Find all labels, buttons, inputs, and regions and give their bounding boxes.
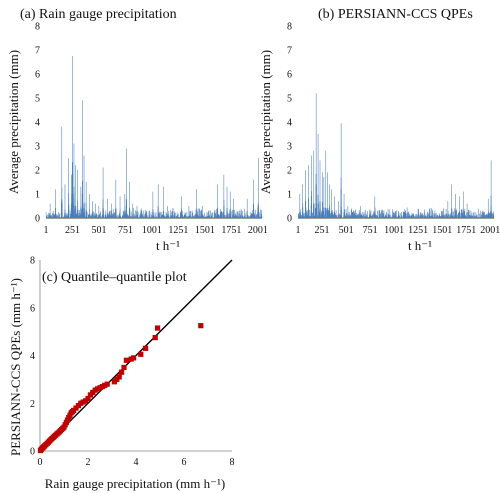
a-x-tick-label: 1251 bbox=[168, 225, 188, 236]
c-x-tick-label: 2 bbox=[86, 457, 91, 468]
c-x-tick-label: 0 bbox=[38, 457, 43, 468]
c-data-point bbox=[104, 381, 110, 387]
c-data-point bbox=[138, 351, 144, 357]
b-y-tick-label: 8 bbox=[287, 22, 292, 33]
a-x-tick-label: 1501 bbox=[195, 225, 215, 236]
c-data-point bbox=[119, 369, 125, 375]
c-data-point bbox=[116, 374, 122, 380]
panel-c-y-axis-label: PERSIANN-CCS QPEs (mm h⁻¹) bbox=[8, 278, 23, 456]
a-y-tick-label: 3 bbox=[35, 142, 40, 153]
b-x-tick-label: 251 bbox=[315, 225, 330, 236]
a-x-tick-label: 751 bbox=[118, 225, 133, 236]
a-y-tick-label: 6 bbox=[35, 70, 40, 81]
a-x-tick-label: 251 bbox=[65, 225, 80, 236]
panel-c-qq-plot: (c) Quantile–quantile plot PERSIANN-CCS … bbox=[8, 256, 235, 492]
b-x-tick-label: 1 bbox=[296, 225, 301, 236]
b-x-tick-label: 1251 bbox=[408, 225, 428, 236]
a-y-tick-label: 5 bbox=[35, 94, 40, 105]
b-y-tick-label: 1 bbox=[287, 190, 292, 201]
c-data-point bbox=[85, 395, 91, 402]
panel-c-y-ticks: 0 2 4 6 8 bbox=[30, 256, 35, 458]
panel-b-title: (b) PERSIANN-CCS QPEs bbox=[318, 7, 473, 22]
panel-c-axes bbox=[39, 260, 232, 452]
b-x-tick-label: 1751 bbox=[456, 225, 476, 236]
panel-b-y-ticks: 0 1 2 3 4 5 6 7 8 bbox=[287, 22, 292, 225]
b-y-tick-label: 6 bbox=[287, 70, 292, 81]
b-x-tick-label: 501 bbox=[339, 225, 354, 236]
panel-a-y-axis-label: Average precipitation (mm) bbox=[6, 50, 21, 194]
c-y-tick-label: 0 bbox=[30, 447, 35, 458]
c-data-point bbox=[143, 345, 149, 351]
c-y-tick-label: 8 bbox=[30, 256, 35, 267]
b-y-tick-label: 5 bbox=[287, 94, 292, 105]
c-data-point bbox=[152, 334, 158, 341]
panel-b-persiann-chart: (b) PERSIANN-CCS QPEs Average precipitat… bbox=[258, 7, 500, 253]
c-x-tick-label: 4 bbox=[134, 457, 139, 468]
c-x-tick-label: 6 bbox=[182, 457, 187, 468]
c-y-tick-label: 6 bbox=[30, 303, 35, 314]
b-x-tick-label: 1501 bbox=[432, 225, 452, 236]
c-data-point bbox=[131, 355, 137, 361]
c-data-point bbox=[198, 323, 204, 329]
panel-a-bars bbox=[45, 56, 263, 218]
panel-c-x-axis-label: Rain gauge precipitation (mm h⁻¹) bbox=[45, 476, 225, 491]
panel-b-x-ticks: 1 251 501 751 1001 1251 1501 1751 2001 bbox=[296, 225, 500, 236]
a-x-tick-label: 2001 bbox=[248, 225, 268, 236]
panel-a-y-ticks: 0 1 2 3 4 5 6 7 8 bbox=[35, 22, 40, 225]
c-x-tick-label: 8 bbox=[230, 457, 235, 468]
c-data-point bbox=[121, 364, 127, 371]
panel-a-x-ticks: 1 251 501 751 1001 1251 1501 1751 2001 bbox=[44, 225, 268, 236]
b-y-tick-label: 4 bbox=[287, 118, 292, 129]
a-y-tick-label: 8 bbox=[35, 22, 40, 33]
panel-a-rain-gauge-chart: (a) Rain gauge precipitation Average pre… bbox=[6, 7, 268, 253]
panel-c-x-ticks: 0 2 4 6 8 bbox=[38, 457, 235, 468]
panel-a-title: (a) Rain gauge precipitation bbox=[20, 7, 177, 22]
b-y-tick-label: 2 bbox=[287, 166, 292, 177]
b-y-tick-label: 0 bbox=[287, 214, 292, 225]
panel-c-points bbox=[37, 323, 204, 454]
c-data-point bbox=[155, 325, 161, 331]
panel-b-y-axis-label: Average precipitation (mm) bbox=[258, 50, 273, 194]
panel-b-x-axis-label: t h⁻¹ bbox=[408, 238, 432, 253]
a-x-tick-label: 1001 bbox=[142, 225, 162, 236]
b-x-tick-label: 2001 bbox=[480, 225, 500, 236]
c-y-tick-label: 2 bbox=[30, 399, 35, 410]
a-x-tick-label: 501 bbox=[91, 225, 106, 236]
b-x-tick-label: 1001 bbox=[384, 225, 404, 236]
a-y-tick-label: 0 bbox=[35, 214, 40, 225]
a-y-tick-label: 2 bbox=[35, 166, 40, 177]
c-y-tick-label: 4 bbox=[30, 351, 35, 362]
a-y-tick-label: 4 bbox=[35, 118, 40, 129]
a-y-tick-label: 7 bbox=[35, 46, 40, 57]
panel-b-bars bbox=[298, 93, 495, 218]
panel-a-x-axis-label: t h⁻¹ bbox=[156, 238, 180, 253]
a-y-tick-label: 1 bbox=[35, 190, 40, 201]
panel-c-title: (c) Quantile–quantile plot bbox=[42, 270, 187, 285]
a-x-tick-label: 1751 bbox=[221, 225, 241, 236]
c-data-point bbox=[123, 357, 129, 363]
b-x-tick-label: 751 bbox=[363, 225, 378, 236]
b-y-tick-label: 7 bbox=[287, 46, 292, 57]
a-x-tick-label: 1 bbox=[44, 225, 49, 236]
b-y-tick-label: 3 bbox=[287, 142, 292, 153]
